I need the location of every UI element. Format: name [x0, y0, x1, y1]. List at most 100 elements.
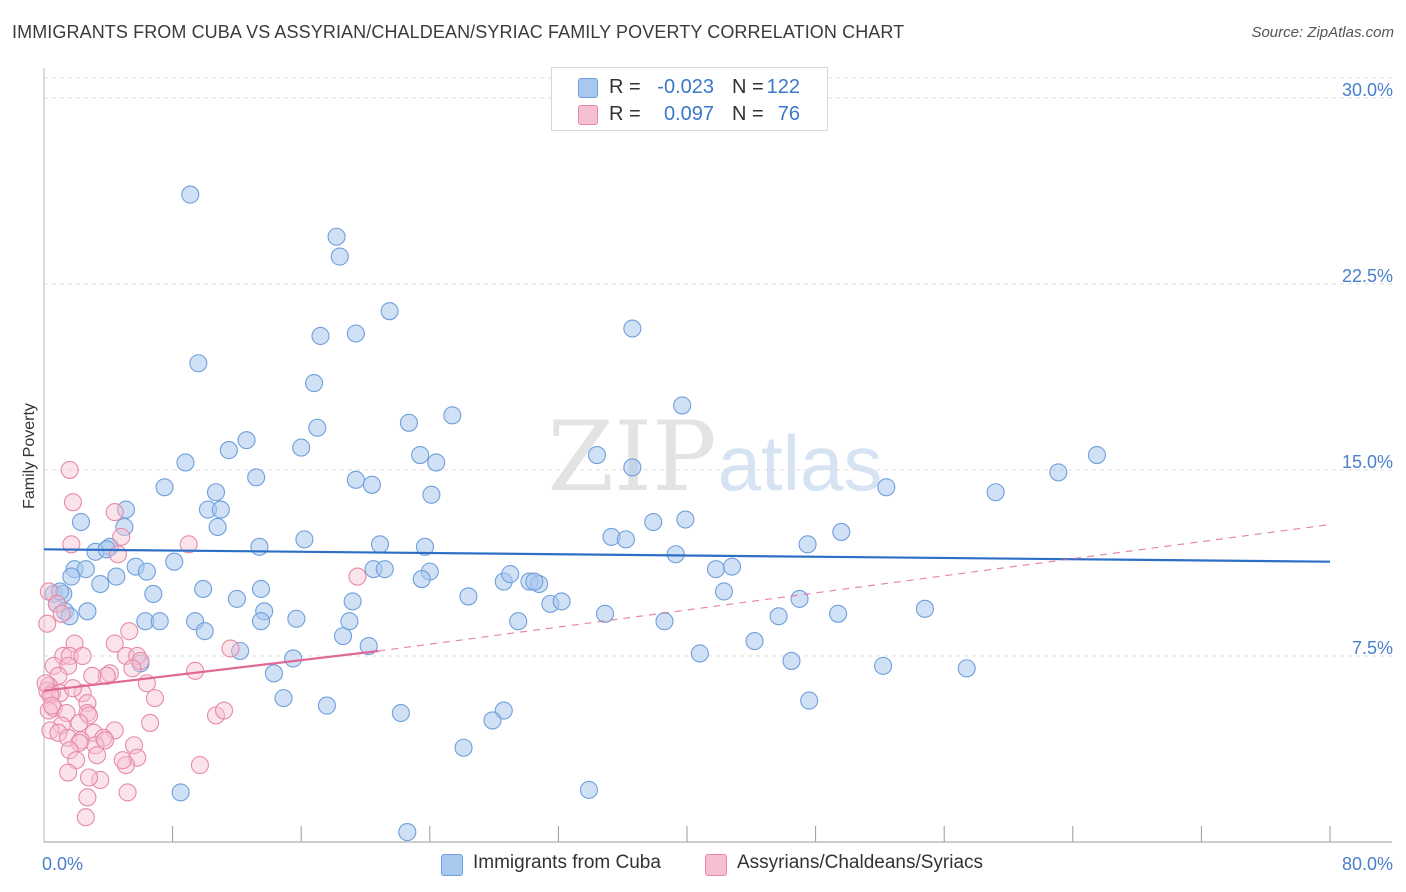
cuba-point	[380, 302, 399, 321]
cuba-point	[443, 406, 462, 425]
x-tick-labels: 0.0% 80.0%	[42, 854, 1393, 874]
cuba-point	[579, 780, 598, 799]
cuba-point	[189, 354, 208, 373]
trend-lines	[43, 523, 1331, 692]
y-axis-label: Family Poverty	[21, 403, 38, 509]
assyrian-trend-line	[43, 649, 379, 692]
legend-r-value: -0.023	[657, 76, 714, 98]
source-label: Source: ZipAtlas.com	[1251, 24, 1394, 41]
cuba-point	[623, 458, 642, 477]
cuba-point	[165, 552, 184, 571]
cuba-point	[800, 691, 819, 710]
legend-n-label: N =	[732, 103, 764, 125]
cuba-point	[62, 567, 81, 586]
cuba-point	[525, 572, 544, 591]
cuba-point	[287, 609, 306, 628]
watermark: ZIP atlas	[547, 401, 882, 513]
y-tick-label: 30.0%	[1342, 80, 1393, 100]
assyrian-point	[36, 674, 55, 693]
cuba-point	[181, 185, 200, 204]
legend-r-value: 0.097	[663, 103, 714, 125]
assyrian-point	[186, 661, 205, 680]
cuba-point	[391, 703, 410, 723]
cuba-point	[459, 587, 478, 606]
cuba-point	[251, 579, 271, 599]
assyrian-point	[123, 659, 142, 678]
cuba-point	[829, 604, 848, 623]
cuba-point	[274, 689, 293, 708]
assyrian-point	[73, 646, 92, 666]
assyrian-point	[141, 713, 160, 732]
cuba-point	[877, 478, 896, 497]
cuba-trend-line	[43, 548, 1331, 563]
cuba-point	[144, 584, 163, 603]
cuba-point	[176, 453, 195, 472]
assyrian-point	[49, 723, 68, 742]
cuba-point	[150, 612, 169, 631]
assyrian-point	[38, 614, 57, 633]
assyrian-point	[60, 460, 79, 479]
assyrian-point	[116, 756, 136, 775]
cuba-point	[284, 649, 303, 668]
legend-n-value: 122	[766, 76, 800, 98]
cuba-point	[595, 604, 615, 623]
cuba-point	[346, 324, 365, 343]
legend-swatch-cuba	[578, 78, 598, 98]
y-tick-label: 22.5%	[1342, 266, 1393, 286]
assyrian-point	[190, 756, 209, 775]
cuba-point	[295, 530, 314, 549]
x-tick-label: 0.0%	[42, 854, 83, 874]
cuba-point	[292, 438, 311, 457]
assyrian-point	[54, 646, 73, 666]
cuba-point	[411, 445, 430, 465]
cuba-point	[330, 247, 349, 266]
assyrian-point	[179, 535, 198, 554]
legend-r-label: R =	[609, 103, 641, 125]
cuba-point	[714, 582, 734, 601]
cuba-point	[362, 475, 381, 494]
cuba-point	[340, 612, 359, 631]
cuba-point	[655, 612, 674, 631]
assyrian-trend-extension	[378, 523, 1331, 652]
assyrian-point	[42, 696, 62, 715]
cuba-point	[317, 696, 336, 715]
assyrian-point	[87, 746, 107, 765]
assyrian-point	[105, 634, 124, 653]
cuba-point	[706, 560, 725, 579]
cuba-point	[1049, 463, 1068, 482]
assyrian-point	[52, 604, 71, 623]
assyrian-point	[70, 733, 89, 752]
cuba-point	[264, 664, 283, 683]
cuba-point	[115, 517, 134, 537]
cuba-point	[501, 565, 520, 584]
assyrian-point	[47, 594, 66, 613]
cuba-point	[195, 622, 214, 641]
cuba-point	[454, 738, 473, 757]
assyrian-point	[145, 689, 164, 708]
x-tick-label: 80.0%	[1342, 854, 1393, 874]
cuba-point	[171, 783, 190, 802]
assyrian-point	[91, 770, 110, 790]
assyrian-point	[96, 731, 115, 750]
cuba-point	[305, 374, 324, 393]
cuba-point	[250, 537, 269, 556]
cuba-point	[91, 574, 110, 594]
cuba-point	[237, 431, 256, 450]
assyrian-point	[112, 527, 131, 546]
assyrian-point	[70, 713, 89, 732]
assyrian-point	[221, 639, 240, 658]
cuba-point	[137, 562, 156, 581]
cuba-point	[798, 535, 817, 554]
cuba-point	[375, 560, 394, 579]
cuba-point	[676, 510, 695, 529]
cuba-point	[957, 659, 976, 678]
cuba-point	[782, 651, 801, 670]
assyrian-point	[120, 622, 139, 641]
cuba-point	[346, 470, 365, 489]
cuba-point	[986, 483, 1005, 502]
assyrian-point	[39, 701, 58, 720]
cuba-point	[552, 592, 571, 611]
cuba-point	[690, 644, 709, 663]
legend-label-assyrian: Assyrians/Chaldeans/Syriacs	[737, 852, 984, 873]
